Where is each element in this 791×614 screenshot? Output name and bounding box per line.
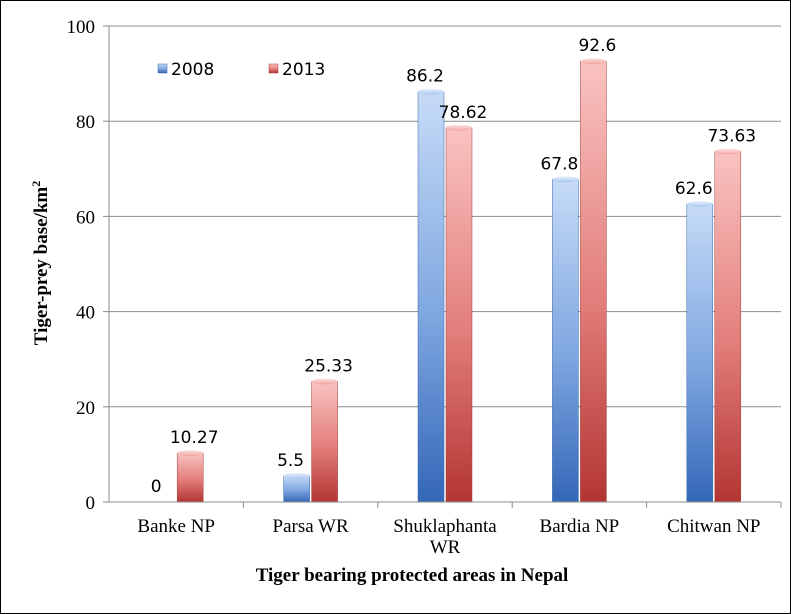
x-tick-label: Bardia NP bbox=[540, 516, 620, 537]
bar-cap-2008-4 bbox=[686, 201, 713, 208]
bar-2013-0 bbox=[176, 452, 204, 503]
y-axis-title: Tiger-prey base/km2 bbox=[29, 181, 52, 346]
bar-cap-2013-1 bbox=[311, 378, 338, 385]
bar-2008-1 bbox=[283, 475, 310, 503]
bar-2013-1 bbox=[311, 381, 338, 503]
y-axis-title-superscript: 2 bbox=[29, 181, 43, 187]
legend-swatch-2008 bbox=[157, 63, 168, 74]
bar-2013-3 bbox=[580, 60, 607, 503]
data-label: 73.63 bbox=[707, 127, 756, 147]
data-label: 62.6 bbox=[675, 179, 713, 199]
x-tick-label: Parsa WR bbox=[273, 516, 349, 537]
y-tick-label: 40 bbox=[76, 303, 95, 324]
data-label: 5.5 bbox=[277, 451, 304, 471]
legend-item-2013: 2013 bbox=[268, 60, 325, 80]
legend-swatch-2013 bbox=[268, 63, 279, 74]
bar-cap-2013-3 bbox=[580, 58, 607, 65]
data-label: 0 bbox=[151, 477, 162, 497]
data-label: 25.33 bbox=[304, 356, 353, 376]
x-tick-label: WR bbox=[430, 537, 461, 558]
bar-cap-2013-0 bbox=[177, 450, 204, 457]
x-tick-label: Shuklaphanta bbox=[393, 516, 497, 537]
y-tick-label: 80 bbox=[76, 112, 95, 133]
y-axis-title-main: Tiger-prey base/km bbox=[31, 187, 52, 346]
legend-label-2013: 2013 bbox=[282, 60, 325, 80]
x-tick-label: Banke NP bbox=[137, 516, 215, 537]
bar-cap-2008-2 bbox=[418, 88, 444, 95]
bar-cap-2008-3 bbox=[552, 176, 579, 183]
y-tick-label: 60 bbox=[76, 207, 95, 228]
x-axis-title: Tiger bearing protected areas in Nepal bbox=[256, 565, 569, 586]
bar-cap-2013-4 bbox=[714, 148, 741, 155]
bar-2008-2 bbox=[417, 91, 445, 503]
y-tick-label: 100 bbox=[67, 17, 96, 38]
legend-item-2008: 2008 bbox=[157, 60, 214, 80]
bar-2008-4 bbox=[686, 203, 714, 503]
y-tick-label: 20 bbox=[76, 398, 95, 419]
y-tick-label: 0 bbox=[86, 493, 96, 514]
bar-cap-2008-1 bbox=[283, 472, 310, 479]
bar-2013-2 bbox=[445, 127, 473, 503]
bar-2008-3 bbox=[552, 179, 579, 503]
data-label: 10.27 bbox=[170, 428, 219, 448]
data-label: 78.62 bbox=[439, 103, 488, 123]
legend-label-2008: 2008 bbox=[171, 60, 214, 80]
data-label: 67.8 bbox=[540, 154, 578, 174]
data-label: 86.2 bbox=[406, 67, 444, 87]
bar-cap-2013-2 bbox=[446, 124, 472, 131]
x-tick-label: Chitwan NP bbox=[667, 516, 760, 537]
bar-2013-4 bbox=[714, 151, 742, 503]
data-label: 92.6 bbox=[578, 36, 616, 56]
